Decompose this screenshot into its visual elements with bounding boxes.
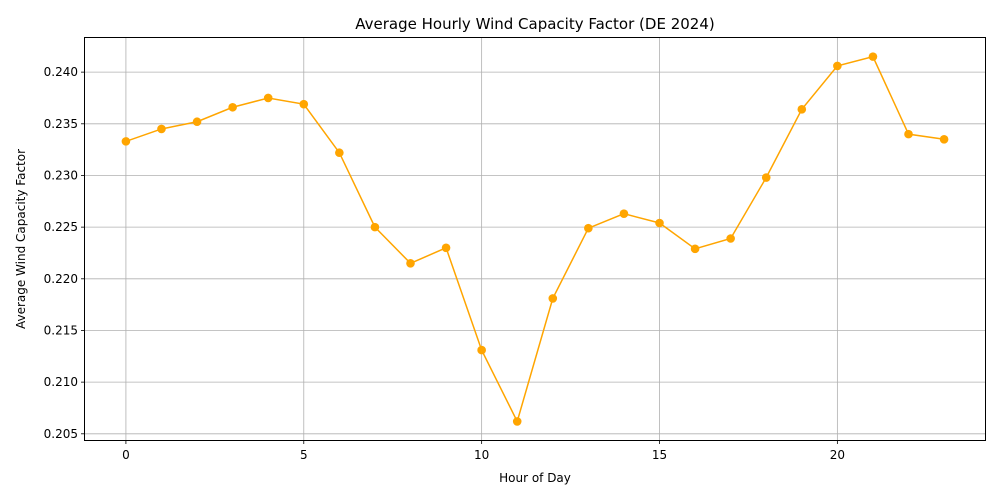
- x-tick-label: 15: [652, 448, 667, 462]
- series-line: [125, 55, 945, 424]
- y-tick-label: 0.230: [44, 168, 78, 182]
- data-point-marker: [228, 102, 237, 112]
- data-point-marker: [584, 223, 593, 233]
- x-tick-label: 20: [830, 448, 845, 462]
- y-tick-label: 0.240: [44, 65, 78, 79]
- data-point-marker: [406, 259, 415, 268]
- data-point-marker: [512, 417, 522, 426]
- y-axis-label: Average Wind Capacity Factor: [14, 149, 28, 329]
- data-point-marker: [690, 244, 700, 254]
- data-point-marker: [619, 209, 629, 218]
- data-point-marker: [761, 173, 771, 182]
- data-point-marker: [797, 105, 807, 114]
- grid-lines: [85, 37, 985, 440]
- y-tick-label: 0.220: [44, 272, 78, 286]
- series-layer: [121, 52, 949, 426]
- x-tick-label: 10: [474, 448, 489, 462]
- y-tick-label: 0.215: [44, 323, 78, 337]
- data-point-marker: [121, 137, 131, 146]
- data-point-marker: [157, 124, 166, 134]
- data-point-marker: [904, 129, 913, 139]
- chart-title: Average Hourly Wind Capacity Factor (DE …: [355, 15, 714, 33]
- x-tick-label: 5: [300, 448, 308, 462]
- data-point-marker: [335, 148, 344, 158]
- data-point-marker: [833, 61, 842, 71]
- x-tick-label: 0: [122, 448, 130, 462]
- data-point-marker: [441, 243, 451, 253]
- axis-ticks: 0 5 10 15 20 0.205 0.210 0.215 0.220 0.225 0.230 0.…: [44, 65, 845, 462]
- y-tick-label: 0.210: [44, 375, 78, 389]
- y-tick-label: 0.205: [44, 427, 78, 441]
- data-point-marker: [655, 218, 664, 228]
- data-point-marker: [192, 117, 202, 127]
- x-axis-label: Hour of Day: [499, 471, 571, 485]
- y-tick-label: 0.235: [44, 117, 78, 131]
- plot-frame: [84, 37, 986, 441]
- data-point-marker: [868, 52, 878, 61]
- data-point-marker: [477, 345, 486, 355]
- data-point-marker: [939, 135, 949, 144]
- data-point-marker: [263, 93, 273, 103]
- y-tick-label: 0.225: [44, 220, 78, 234]
- data-point-marker: [299, 99, 309, 109]
- data-point-marker: [370, 222, 380, 232]
- data-point-marker: [548, 294, 558, 303]
- data-point-marker: [726, 234, 735, 243]
